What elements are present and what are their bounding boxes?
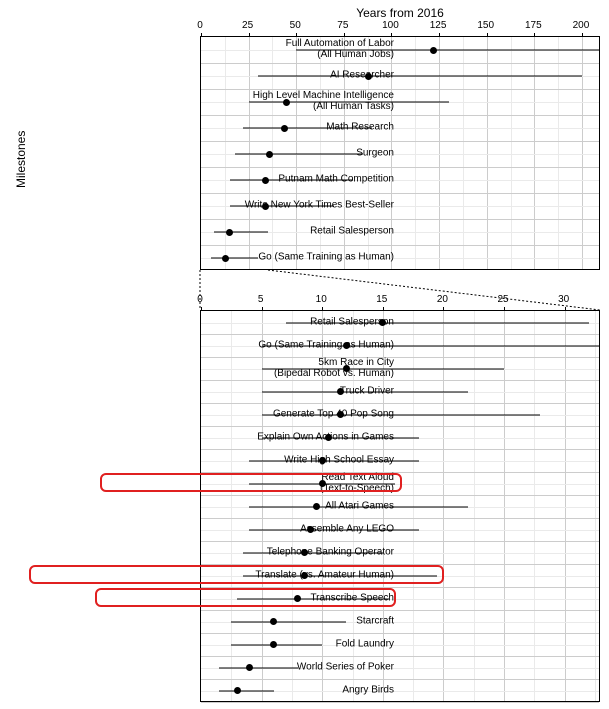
x-tick-label: 200	[566, 20, 596, 31]
milestone-label: Truck Driver	[200, 385, 400, 396]
x-tick-label: 25	[233, 20, 263, 31]
x-tick-mark	[249, 33, 250, 37]
x-tick-mark	[344, 33, 345, 37]
gridline-h	[201, 518, 599, 519]
x-tick-label: 5	[246, 294, 276, 305]
gridline-v	[463, 37, 464, 269]
gridline-h	[201, 702, 599, 703]
milestone-label: Generate Top 40 Pop Song	[200, 408, 400, 419]
milestone-label: Angry Birds	[200, 684, 400, 695]
figure: Years from 2016 Milestones 0255075100125…	[0, 0, 609, 709]
milestone-label: Explain Own Actions in Games	[200, 431, 400, 442]
gridline-h	[201, 219, 599, 220]
milestone-label: 5km Race in City (Bipedal Robot vs. Huma…	[200, 357, 400, 379]
milestone-label: Full Automation of Labor (All Human Jobs…	[200, 38, 400, 60]
x-tick-label: 50	[280, 20, 310, 31]
gridline-h	[201, 541, 599, 542]
x-axis-title: Years from 2016	[200, 6, 600, 20]
x-tick-mark	[582, 33, 583, 37]
x-tick-label: 30	[549, 294, 579, 305]
milestone-label: Write High School Essay	[200, 454, 400, 465]
x-tick-mark	[443, 307, 444, 311]
gridline-h	[201, 334, 599, 335]
milestone-label: Starcraft	[200, 615, 400, 626]
gridline-h	[201, 115, 599, 116]
milestone-label: Go (Same Training as Human)	[200, 339, 400, 350]
x-tick-mark	[439, 33, 440, 37]
milestone-label: Fold Laundry	[200, 638, 400, 649]
milestone-label: Math Research	[200, 122, 400, 133]
x-tick-mark	[262, 307, 263, 311]
gridline-h	[201, 193, 599, 194]
milestone-label: World Series of Poker	[200, 661, 400, 672]
x-tick-mark	[201, 307, 202, 311]
x-tick-label: 0	[185, 20, 215, 31]
highlight-box	[95, 588, 396, 607]
gridline-h	[201, 495, 599, 496]
milestone-label: Retail Salesperson	[200, 316, 400, 327]
milestone-label: Write New York Times Best-Seller	[200, 200, 400, 211]
milestone-label: Retail Salesperson	[200, 226, 400, 237]
x-tick-mark	[391, 33, 392, 37]
highlight-box	[100, 473, 402, 492]
median-dot	[430, 47, 437, 54]
gridline-h	[201, 449, 599, 450]
gridline-v	[511, 37, 512, 269]
milestone-label: Telephone Banking Operator	[200, 546, 400, 557]
gridline-h	[201, 679, 599, 680]
gridline-v	[558, 37, 559, 269]
x-tick-label: 10	[306, 294, 336, 305]
x-tick-mark	[534, 33, 535, 37]
x-tick-label: 100	[375, 20, 405, 31]
gridline-h	[201, 403, 599, 404]
milestone-label: AI Researcher	[200, 70, 400, 81]
x-tick-label: 25	[488, 294, 518, 305]
gridline-h	[201, 656, 599, 657]
x-tick-mark	[201, 33, 202, 37]
x-tick-mark	[487, 33, 488, 37]
x-tick-label: 20	[427, 294, 457, 305]
y-axis-title: Milestones	[14, 131, 28, 188]
gridline-h	[201, 633, 599, 634]
gridline-h	[201, 63, 599, 64]
gridline-v	[487, 37, 488, 269]
milestone-label: All Atari Games	[200, 500, 400, 511]
gridline-v	[415, 37, 416, 269]
gridline-v	[534, 37, 535, 269]
x-tick-mark	[565, 307, 566, 311]
x-tick-label: 0	[185, 294, 215, 305]
gridline-h	[201, 245, 599, 246]
milestone-label: Go (Same Training as Human)	[200, 252, 400, 263]
x-tick-mark	[383, 307, 384, 311]
gridline-h	[201, 167, 599, 168]
gridline-h	[201, 610, 599, 611]
gridline-h	[201, 426, 599, 427]
x-tick-mark	[322, 307, 323, 311]
gridline-h	[201, 380, 599, 381]
x-tick-label: 175	[518, 20, 548, 31]
gridline-v	[582, 37, 583, 269]
milestone-label: Assemble Any LEGO	[200, 523, 400, 534]
highlight-box	[29, 565, 445, 584]
gridline-v	[439, 37, 440, 269]
milestone-label: Surgeon	[200, 148, 400, 159]
x-tick-mark	[296, 33, 297, 37]
x-tick-label: 125	[423, 20, 453, 31]
milestone-label: High Level Machine Intelligence (All Hum…	[200, 90, 400, 112]
milestone-label: Putnam Math Competition	[200, 174, 400, 185]
x-tick-label: 15	[367, 294, 397, 305]
x-tick-label: 150	[471, 20, 501, 31]
x-tick-mark	[504, 307, 505, 311]
x-tick-label: 75	[328, 20, 358, 31]
gridline-h	[201, 141, 599, 142]
